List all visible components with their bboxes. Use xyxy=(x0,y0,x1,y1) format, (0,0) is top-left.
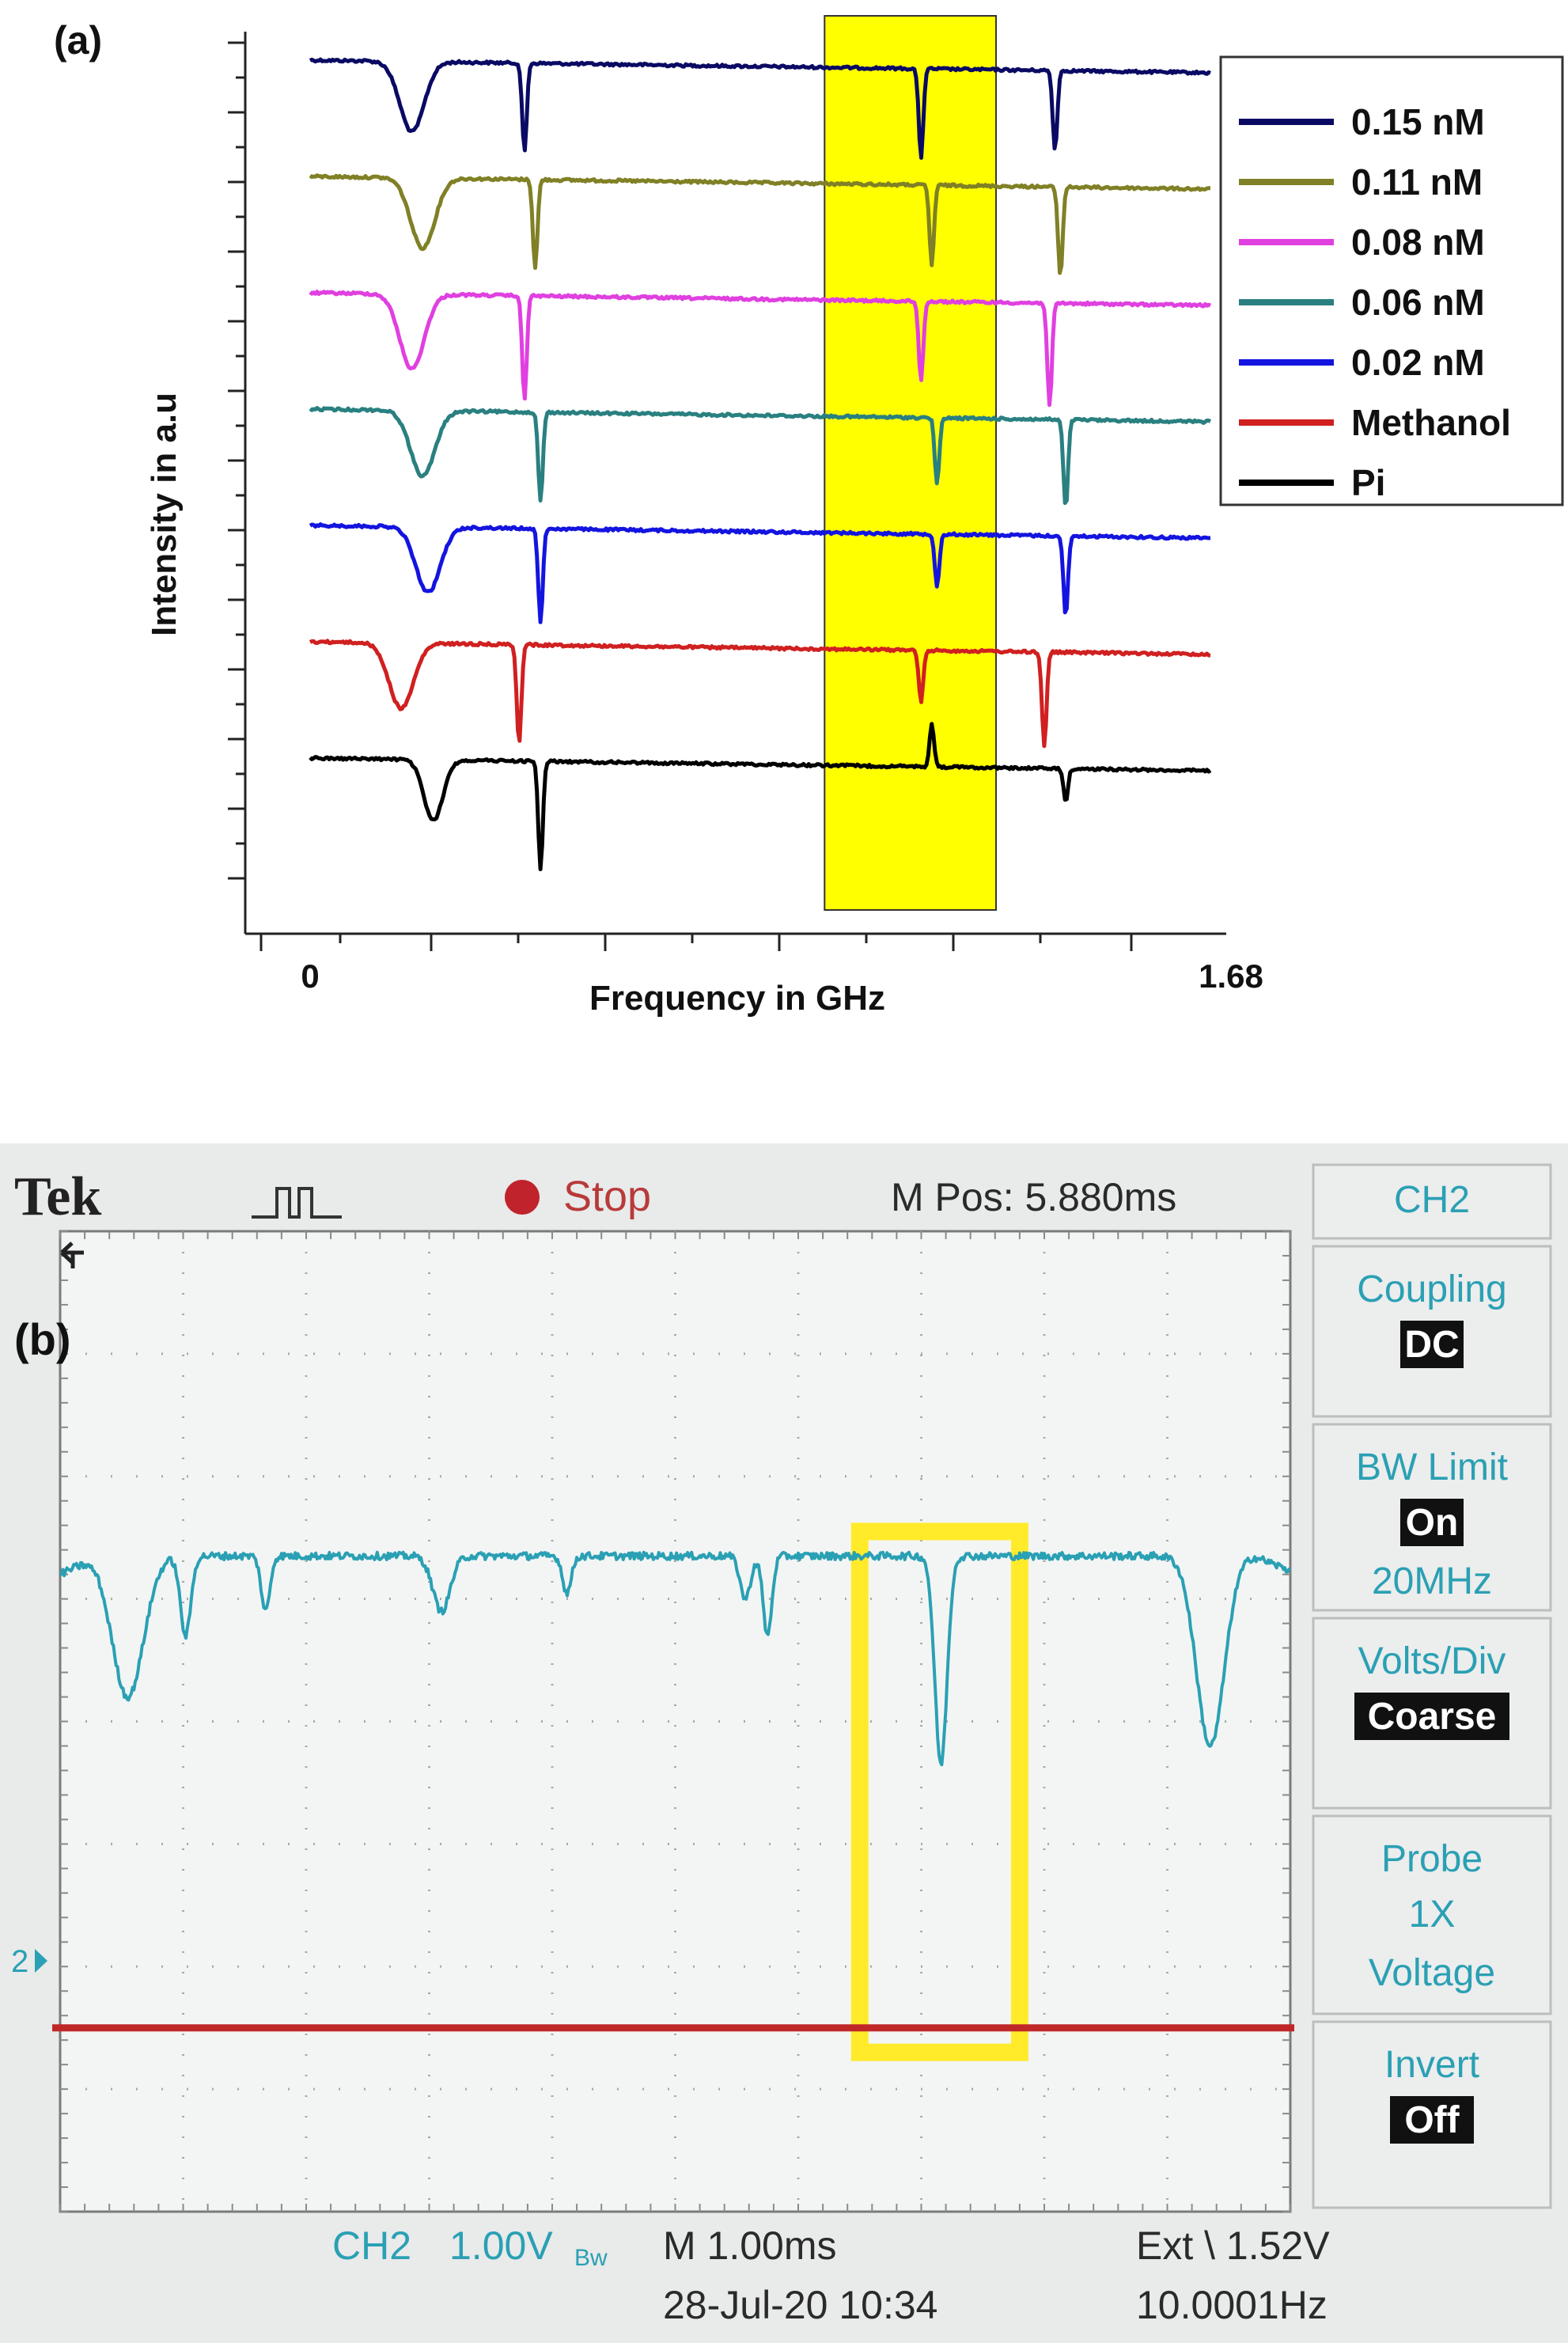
series-line-0-02-nm xyxy=(309,522,1211,624)
menu-value: On xyxy=(1406,1502,1459,1544)
channel-readout: CH2 xyxy=(332,2224,411,2268)
panel-b-oscilloscope: Tek Stop M Pos: 5.880ms (b) 2 CH2 Couplin… xyxy=(0,1143,1568,2343)
panel-a-chart: (a) 0 1.68 Frequency in GHz Intensity in… xyxy=(54,15,1564,1018)
menu-title: CH2 xyxy=(1394,1179,1470,1221)
legend-label: 0.11 nM xyxy=(1351,161,1483,203)
scope-trace xyxy=(59,1550,1292,1767)
trigger-pulse-icon xyxy=(252,1187,342,1219)
series-line-0-08-nm xyxy=(309,290,1212,408)
menu-title: Invert xyxy=(1384,2044,1479,2086)
legend-label: Methanol xyxy=(1351,402,1511,443)
menu-title: Coupling xyxy=(1357,1268,1506,1310)
menu-value: DC xyxy=(1404,1324,1459,1366)
panel-a-label: (a) xyxy=(54,18,102,63)
panel-a-legend: 0.15 nM 0.11 nM 0.08 nM 0.06 nM 0.02 nM Metha… xyxy=(1219,55,1564,506)
back-arrow-icon xyxy=(60,1242,84,1268)
legend-label: Pi xyxy=(1351,462,1385,503)
menu-value: 20MHz xyxy=(1372,1560,1492,1602)
series-line-0-06-nm xyxy=(309,406,1212,506)
frequency-readout: 10.0001Hz xyxy=(1136,2283,1327,2327)
panel-a-x-tick-0: 0 xyxy=(301,957,319,995)
series-line-0-15-nm xyxy=(309,57,1211,160)
side-menu: CH2 Coupling DC BW Limit On 20MHz Volts/Div Coa… xyxy=(1312,1163,1552,2209)
menu-value: Coarse xyxy=(1368,1696,1497,1738)
bw-suffix: Bw xyxy=(574,2245,608,2271)
stop-indicator-icon xyxy=(505,1180,540,1215)
menu-section-probe[interactable] xyxy=(1312,1814,1552,2015)
run-state-label: Stop xyxy=(563,1173,651,1220)
menu-value-box xyxy=(1390,2096,1474,2144)
panel-a-x-tick-1: 1.68 xyxy=(1199,957,1263,995)
ground-marker-arrow-icon xyxy=(35,1949,47,1973)
menu-value-box xyxy=(1400,1499,1464,1546)
menu-title: Probe xyxy=(1381,1838,1483,1880)
legend-label: 0.08 nM xyxy=(1351,222,1485,263)
series-line-methanol xyxy=(309,639,1211,749)
menu-section-ch2[interactable] xyxy=(1312,1163,1552,1240)
legend-label: 0.06 nM xyxy=(1351,282,1485,323)
brand-logo-text: Tek xyxy=(14,1166,101,1227)
menu-value: 1X xyxy=(1409,1894,1456,1935)
timebase-readout: M 1.00ms xyxy=(663,2224,837,2268)
highlight-box xyxy=(850,1522,1028,2061)
m-pos-readout: M Pos: 5.880ms xyxy=(891,1175,1176,1219)
series-line-0-11-nm xyxy=(309,173,1211,275)
trigger-readout: Ext \ 1.52V xyxy=(1136,2224,1330,2268)
highlight-band xyxy=(824,15,998,911)
series-line-pi xyxy=(309,722,1212,871)
menu-value: Off xyxy=(1404,2099,1460,2141)
menu-title: Volts/Div xyxy=(1358,1640,1506,1682)
scope-screen xyxy=(60,1231,1290,2212)
legend-label: 0.02 nM xyxy=(1351,342,1485,383)
menu-value-box xyxy=(1354,1693,1509,1740)
menu-value: Voltage xyxy=(1369,1952,1495,1994)
menu-title: BW Limit xyxy=(1356,1446,1508,1488)
date-time-readout: 28-Jul-20 10:34 xyxy=(663,2283,937,2327)
legend-label: 0.15 nM xyxy=(1351,101,1485,142)
ground-marker: 2 xyxy=(11,1944,28,1979)
panel-a-y-axis-label: Intensity in a.u xyxy=(145,392,184,636)
panel-b-label: (b) xyxy=(14,1314,71,1364)
panel-a-x-axis-label: Frequency in GHz xyxy=(589,979,885,1018)
menu-value-box xyxy=(1400,1321,1464,1368)
channel-scale-readout: 1.00V xyxy=(449,2224,553,2268)
